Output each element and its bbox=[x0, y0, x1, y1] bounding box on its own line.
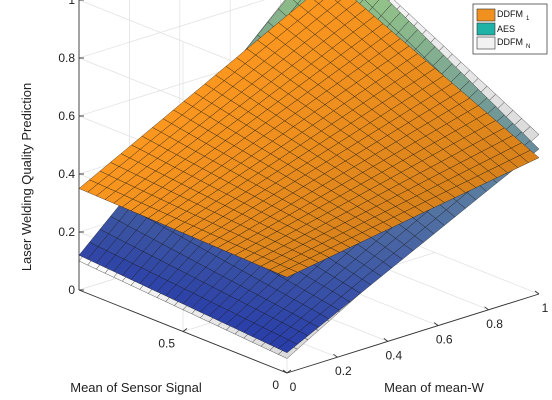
surface-cell bbox=[293, 0, 302, 5]
z-tick: 0 bbox=[68, 283, 84, 297]
x-axis-label: Mean of Sensor Signal bbox=[70, 380, 202, 395]
z-axis-label: Laser Welding Quality Prediction bbox=[19, 83, 34, 271]
y-tick: 0.2 bbox=[333, 353, 352, 378]
legend-label: AES bbox=[497, 24, 515, 34]
z-tick-label: 0.4 bbox=[58, 167, 75, 181]
legend: DDFM 1 AES DDFM N bbox=[472, 3, 548, 55]
z-tick: 1 bbox=[68, 0, 84, 7]
legend-label: DDFM bbox=[497, 37, 523, 47]
legend-entry-1: DDFM 1 bbox=[476, 8, 530, 22]
z-tick-label: 0 bbox=[68, 283, 75, 297]
y-tick-label: 0.2 bbox=[335, 364, 352, 378]
surface-cell bbox=[364, 0, 380, 8]
x-tick: 0 bbox=[272, 369, 292, 392]
y-tick: 0.8 bbox=[484, 306, 503, 331]
legend-swatch bbox=[476, 22, 496, 36]
y-tick-label: 1 bbox=[542, 301, 549, 315]
surface-cell bbox=[314, 0, 324, 4]
z-tick-label: 0.2 bbox=[58, 225, 75, 239]
legend-swatch bbox=[476, 36, 496, 50]
x-tick: 0.5 bbox=[158, 328, 188, 351]
legend-label-subscript: N bbox=[526, 44, 530, 50]
y-axis-label: Mean of mean-W bbox=[384, 380, 484, 395]
surfaces bbox=[78, 0, 540, 359]
z-tick-label: 1 bbox=[68, 0, 75, 7]
y-tick-label: 0.8 bbox=[486, 317, 503, 331]
legend-label-subscript: 1 bbox=[526, 16, 530, 22]
y-tick-label: 0.6 bbox=[436, 333, 453, 347]
surface-cell bbox=[519, 150, 540, 163]
y-tick: 0.4 bbox=[383, 338, 402, 362]
y-tick-label: 0 bbox=[290, 380, 297, 394]
legend-label: DDFM bbox=[497, 9, 523, 19]
legend-swatch bbox=[476, 8, 496, 22]
x-tick-label: 0 bbox=[272, 378, 279, 392]
z-tick-label: 0.8 bbox=[58, 51, 75, 65]
surface-cell bbox=[334, 0, 341, 3]
y-tick: 0.6 bbox=[433, 322, 453, 347]
axis-ticks: 0 0.2 0.4 0.6 0.8 1 0 0.5 0 0.2 0.4 0.6 0.8 1 bbox=[58, 0, 549, 394]
z-tick: 0.2 bbox=[58, 225, 84, 239]
z-tick: 0.6 bbox=[58, 109, 84, 123]
z-tick: 0.8 bbox=[58, 51, 84, 65]
y-axis bbox=[286, 293, 540, 374]
y-tick: 1 bbox=[534, 290, 549, 315]
x-tick-label: 0.5 bbox=[158, 337, 175, 351]
z-tick: 0.4 bbox=[58, 167, 84, 181]
legend-entry-2: AES bbox=[476, 22, 515, 36]
legend-entry-3: DDFM N bbox=[476, 36, 530, 50]
y-tick-label: 0.4 bbox=[385, 348, 402, 362]
z-tick-label: 0.6 bbox=[58, 109, 75, 123]
y-tick: 0 bbox=[282, 369, 297, 394]
